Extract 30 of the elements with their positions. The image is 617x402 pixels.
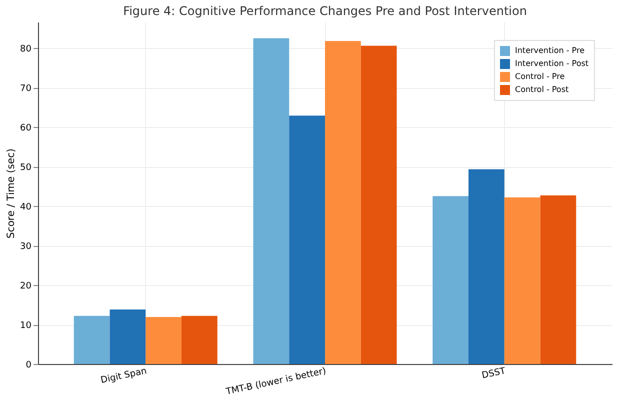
x-tick-label: Digit Span	[100, 366, 148, 386]
bar	[253, 38, 290, 364]
legend-label: Control - Post	[515, 85, 569, 94]
bar	[540, 195, 576, 364]
chart-title: Figure 4: Cognitive Performance Changes Pre and Post Intervention	[123, 4, 527, 18]
bar	[325, 40, 361, 364]
y-tick-label: 50	[20, 163, 32, 174]
y-tick-label: 20	[20, 282, 32, 292]
legend-label: Control - Pre	[515, 72, 565, 81]
bar	[432, 196, 468, 364]
y-tick-label: 0	[26, 360, 32, 370]
bar	[468, 169, 504, 364]
y-tick-label: 40	[20, 202, 32, 213]
bar	[182, 316, 218, 364]
x-tick-label: TMT-B (lower is better)	[224, 366, 328, 398]
legend-label: Intervention - Post	[515, 59, 589, 68]
y-axis-title: Score / Time (sec)	[6, 148, 18, 239]
y-tick-label: 80	[20, 44, 32, 55]
y-tick-label: 70	[20, 84, 32, 94]
bar	[504, 197, 540, 364]
legend-label: Intervention - Pre	[515, 46, 585, 55]
bar	[289, 116, 325, 364]
bar	[360, 46, 397, 364]
x-tick-label: DSST	[481, 366, 507, 382]
bar	[74, 316, 110, 364]
y-tick-label: 60	[20, 124, 32, 134]
y-tick-label: 10	[20, 321, 32, 332]
y-tick-label: 30	[20, 242, 32, 252]
bar	[146, 317, 182, 364]
bar	[110, 310, 146, 364]
